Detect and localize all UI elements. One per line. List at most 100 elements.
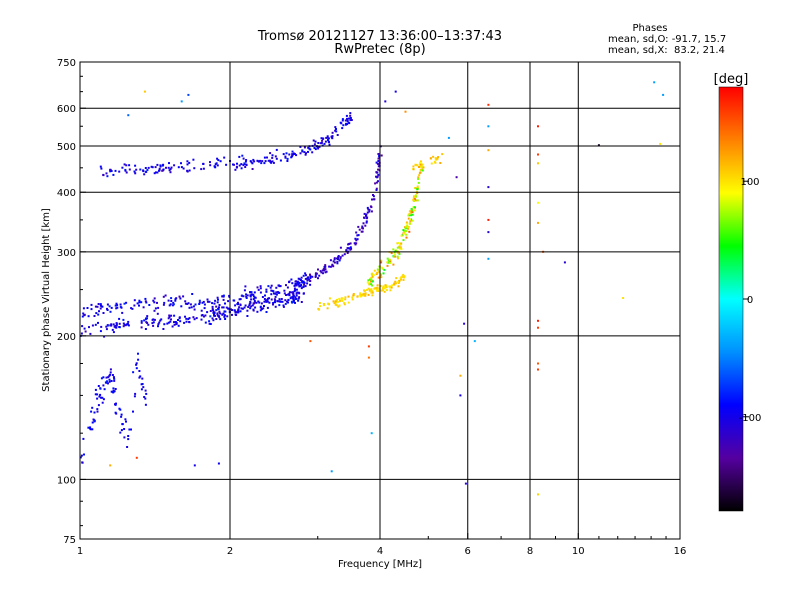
data-point: [92, 418, 95, 421]
data-point: [364, 224, 367, 227]
data-point: [204, 314, 207, 317]
data-point: [349, 242, 352, 245]
data-point: [90, 308, 93, 311]
data-point: [374, 182, 377, 185]
data-point: [128, 428, 131, 431]
data-point: [390, 286, 393, 289]
data-point: [244, 160, 247, 163]
data-point: [222, 306, 225, 309]
data-point: [187, 318, 190, 321]
data-point: [228, 294, 231, 297]
data-point: [103, 388, 106, 391]
data-point: [622, 297, 625, 299]
data-point: [213, 314, 216, 317]
data-point: [369, 205, 372, 208]
data-point: [386, 257, 389, 260]
data-point: [145, 301, 148, 304]
data-point: [82, 312, 85, 315]
data-point: [218, 310, 221, 313]
data-point: [398, 245, 401, 248]
data-point: [169, 320, 172, 323]
data-point: [391, 284, 394, 287]
data-point: [102, 312, 105, 314]
data-point: [334, 126, 337, 129]
data-point: [279, 159, 282, 162]
data-point: [487, 186, 490, 189]
data-point: [251, 304, 254, 307]
data-point: [319, 142, 322, 145]
data-point: [158, 321, 161, 324]
data-point: [349, 114, 352, 117]
data-point: [140, 321, 143, 324]
data-point: [188, 321, 191, 324]
data-point: [384, 285, 386, 288]
data-point: [134, 172, 137, 175]
data-point: [215, 318, 218, 320]
data-point: [303, 283, 306, 286]
data-point: [309, 340, 312, 343]
data-point: [260, 308, 263, 311]
data-point: [329, 259, 332, 262]
data-point: [395, 282, 397, 285]
data-point: [146, 169, 149, 171]
data-point: [256, 159, 259, 162]
data-point: [265, 288, 268, 291]
data-point: [178, 317, 181, 320]
data-point: [292, 300, 295, 303]
grid-lines: [80, 62, 680, 539]
data-point: [174, 298, 177, 301]
data-point: [251, 168, 254, 170]
data-point: [195, 317, 198, 320]
data-point: [273, 292, 275, 295]
data-point: [112, 173, 115, 176]
data-point: [389, 260, 392, 263]
data-point: [139, 168, 142, 171]
data-point: [342, 124, 345, 127]
data-point: [352, 293, 355, 295]
data-point: [385, 289, 388, 292]
data-point: [218, 304, 221, 306]
data-point: [377, 276, 380, 279]
data-point: [288, 280, 291, 283]
data-point: [410, 208, 413, 211]
data-point: [143, 319, 146, 322]
data-point: [299, 145, 302, 148]
data-point: [397, 285, 400, 288]
data-point: [367, 293, 370, 296]
data-point: [112, 331, 115, 334]
data-point: [101, 401, 104, 404]
data-point: [105, 172, 108, 175]
colorbar: [718, 86, 744, 512]
data-point: [109, 368, 112, 371]
data-point: [331, 131, 334, 134]
data-point: [304, 285, 307, 288]
data-point: [279, 300, 282, 303]
data-point: [172, 303, 175, 306]
data-point: [212, 319, 215, 322]
data-point: [147, 323, 150, 326]
data-point: [102, 174, 105, 177]
x-tick-label: 4: [377, 546, 383, 557]
data-point: [209, 310, 212, 312]
data-point: [121, 311, 124, 314]
data-point: [344, 298, 347, 301]
data-point: [290, 278, 293, 281]
data-point: [447, 136, 450, 139]
x-axis-label: Frequency [MHz]: [338, 559, 422, 570]
data-point: [275, 286, 278, 289]
data-point: [135, 367, 138, 370]
data-point: [217, 298, 219, 301]
data-point: [399, 243, 401, 245]
data-point: [275, 148, 278, 151]
data-point: [376, 284, 379, 287]
data-point: [108, 380, 111, 383]
data-point: [245, 159, 248, 161]
data-point: [380, 261, 383, 264]
data-point: [294, 280, 297, 283]
data-point: [80, 454, 83, 457]
data-point: [349, 248, 352, 251]
data-point: [366, 206, 369, 209]
data-point: [216, 313, 219, 316]
data-point: [416, 185, 419, 188]
data-point: [297, 277, 300, 280]
